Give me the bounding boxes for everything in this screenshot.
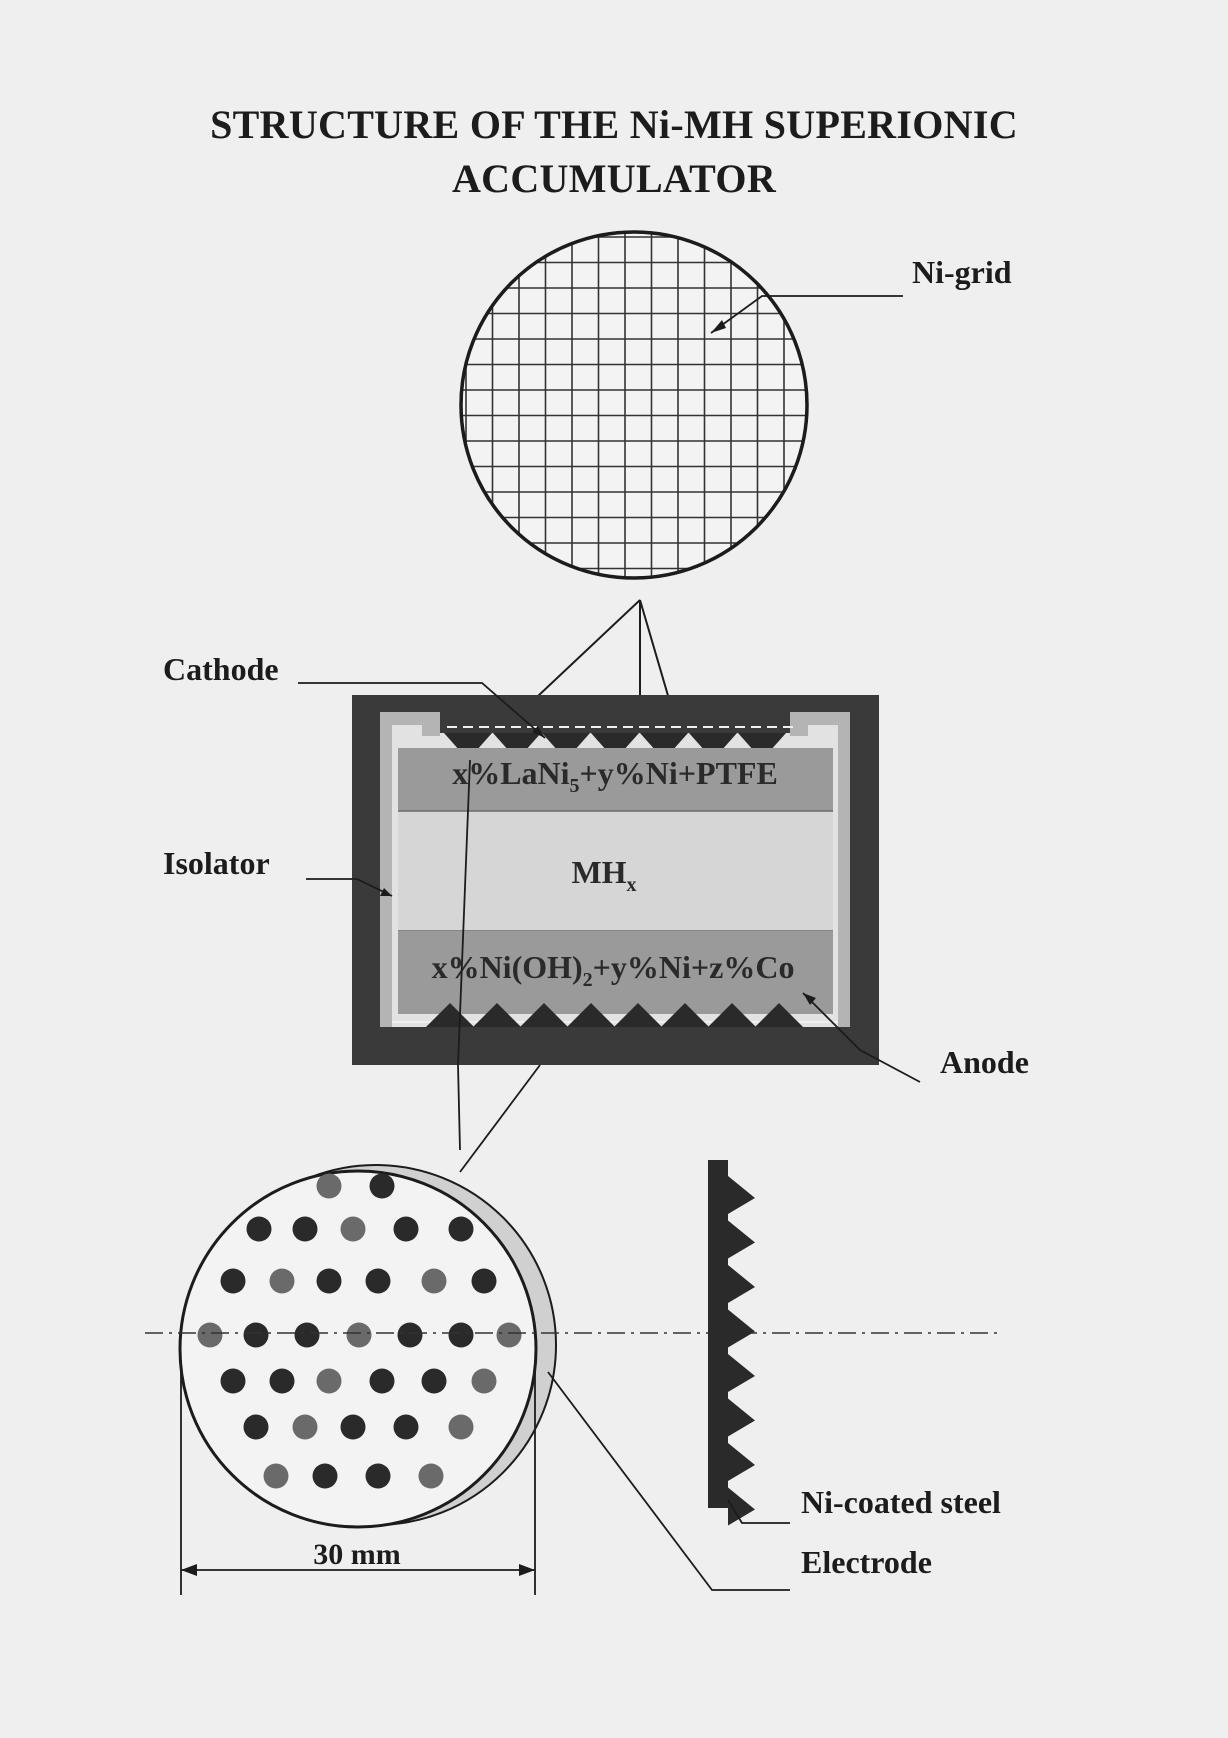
electrode-holes — [197, 1173, 522, 1489]
dimension-line — [180, 1360, 536, 1595]
anode-tooth — [708, 1003, 756, 1027]
ni-coated-steel-label: Ni-coated steel — [801, 1484, 1001, 1520]
electrode-label: Electrode — [801, 1544, 932, 1580]
electrode-hole — [292, 1414, 318, 1440]
steel-tooth — [728, 1176, 755, 1214]
electrode-hole — [246, 1216, 272, 1242]
electrode-hole — [471, 1368, 497, 1394]
cathode-tooth — [542, 733, 590, 760]
electrode-hole — [421, 1268, 447, 1294]
anode-mix-layer — [398, 931, 833, 1014]
title-line-2: ACCUMULATOR — [451, 156, 777, 201]
electrode-hole — [312, 1463, 338, 1489]
electrode-hole — [421, 1368, 447, 1394]
steel-tooth — [728, 1487, 755, 1526]
electrode-hole — [393, 1216, 419, 1242]
electrode-hole — [397, 1322, 423, 1348]
anode-tooth — [567, 1003, 615, 1027]
electrode-hole — [292, 1216, 318, 1242]
electrode-hole — [346, 1322, 372, 1348]
electrode-hole — [220, 1268, 246, 1294]
steel-tooth — [728, 1309, 755, 1348]
ni-coated-steel-leader — [727, 1499, 790, 1524]
cathode-tooth — [640, 733, 688, 760]
electrode-hole — [369, 1368, 395, 1394]
anode-leader — [802, 992, 921, 1083]
electrode-hole — [243, 1414, 269, 1440]
ni-grid-leader — [710, 295, 903, 334]
electrode-hole — [471, 1268, 497, 1294]
electrode-hole — [448, 1216, 474, 1242]
dimension-label: 30 mm — [313, 1538, 400, 1571]
cathode-teeth — [444, 733, 786, 760]
electrode-hole — [448, 1322, 474, 1348]
cathode-tooth — [591, 733, 639, 760]
electrolyte-text: MHx — [571, 854, 636, 896]
electrode-hole — [316, 1368, 342, 1394]
anode-tooth — [520, 1003, 568, 1027]
electrode-hole — [294, 1322, 320, 1348]
anode-tooth — [614, 1003, 662, 1027]
cathode-tooth — [493, 733, 541, 760]
isolator-leader — [306, 878, 393, 897]
electrode-hole — [418, 1463, 444, 1489]
anode-tooth — [661, 1003, 709, 1027]
steel-tooth — [728, 1354, 755, 1392]
cathode-mix-layer — [398, 748, 833, 811]
steel-tooth — [728, 1443, 755, 1481]
electrode-hole — [316, 1173, 342, 1199]
cathode-label: Cathode — [163, 651, 279, 687]
cell-cross-section — [352, 695, 879, 1065]
electrode-hole — [243, 1322, 269, 1348]
anode-mix-text: x%Ni(OH)2+y%Ni+z%Co — [432, 949, 795, 991]
ni-coated-steel-profile — [708, 1160, 755, 1526]
electrode-disc — [178, 1164, 557, 1529]
ni-grid-label: Ni-grid — [912, 254, 1012, 290]
steel-tooth — [728, 1398, 755, 1437]
electrode-hole — [269, 1268, 295, 1294]
cathode-tooth — [738, 733, 786, 760]
anode-tooth — [473, 1003, 521, 1027]
electrolyte-layer — [398, 811, 833, 931]
electrode-hole — [365, 1463, 391, 1489]
electrode-hole — [393, 1414, 419, 1440]
anode-tooth — [426, 1003, 474, 1027]
cathode-tooth — [444, 733, 492, 760]
ni-grid-disc — [459, 230, 809, 580]
anode-label: Anode — [940, 1044, 1029, 1080]
electrode-hole — [448, 1414, 474, 1440]
cell-zoom-lines — [457, 759, 541, 1173]
title-line-1: STRUCTURE OF THE Ni-MH SUPERIONIC — [210, 102, 1018, 147]
steel-tooth — [728, 1220, 755, 1259]
electrode-hole — [269, 1368, 295, 1394]
anode-tooth — [755, 1003, 803, 1027]
electrode-hole — [340, 1216, 366, 1242]
electrode-hole — [263, 1463, 289, 1489]
cathode-leader — [298, 682, 546, 739]
electrode-hole — [365, 1268, 391, 1294]
electrode-hole — [197, 1322, 223, 1348]
electrode-hole — [496, 1322, 522, 1348]
electrode-leader — [547, 1371, 790, 1591]
electrode-hole — [369, 1173, 395, 1199]
cathode-mix-text: x%LaNi5+y%Ni+PTFE — [452, 755, 778, 797]
cathode-tooth — [689, 733, 737, 760]
steel-tooth — [728, 1265, 755, 1303]
anode-teeth — [426, 1003, 803, 1027]
isolator-label: Isolator — [163, 845, 270, 881]
electrode-hole — [316, 1268, 342, 1294]
electrode-hole — [220, 1368, 246, 1394]
page-title: STRUCTURE OF THE Ni-MH SUPERIONIC ACCUMU… — [0, 98, 1228, 206]
electrode-hole — [340, 1414, 366, 1440]
